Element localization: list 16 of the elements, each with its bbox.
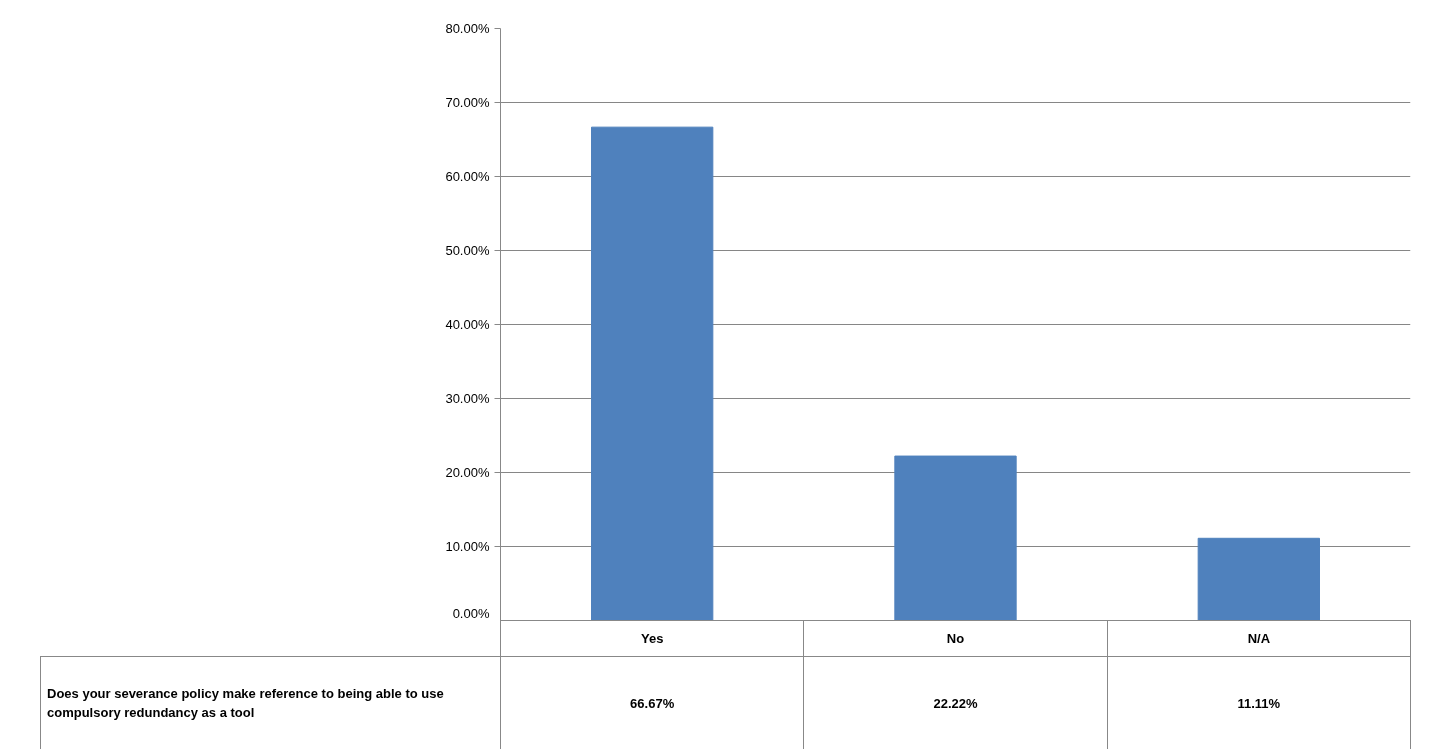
x-tick-label: N/A	[1107, 620, 1411, 657]
y-tick-label: 30.00%	[445, 391, 490, 406]
y-tick-label: 70.00%	[445, 95, 490, 110]
y-tick-label: 40.00%	[445, 317, 490, 332]
y-tick-label: 20.00%	[445, 465, 490, 480]
y-tick-label: 0.00%	[452, 605, 490, 621]
data-label: 66.67%	[500, 656, 804, 749]
data-label: 22.22%	[803, 656, 1108, 749]
y-tick-label: 10.00%	[445, 539, 490, 554]
y-tick-label: 80.00%	[445, 21, 490, 36]
x-tick-label: Yes	[500, 620, 804, 657]
data-label: 11.11%	[1107, 656, 1411, 749]
text: Does your severance policy make reference to being able to use compulsory redundancy as a tool	[40, 656, 501, 749]
y-tick-label: 50.00%	[445, 243, 490, 258]
x-tick-label: No	[803, 620, 1108, 657]
y-tick-label: 60.00%	[445, 169, 490, 184]
